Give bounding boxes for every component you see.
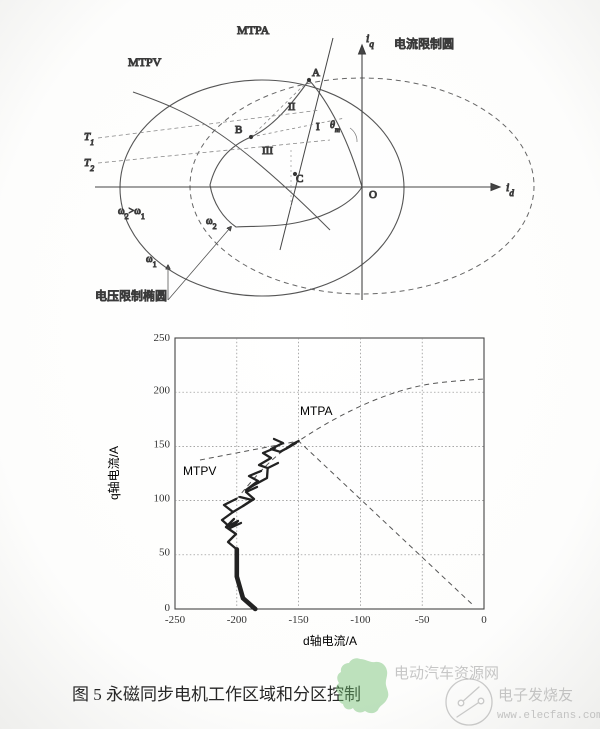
- svg-text:III: III: [262, 145, 273, 157]
- svg-text:图 5 永磁同步电机工作区域和分区控制: 图 5 永磁同步电机工作区域和分区控制: [72, 685, 361, 704]
- svg-text:-100: -100: [350, 614, 371, 626]
- svg-text:0: 0: [165, 602, 171, 614]
- svg-text:-200: -200: [227, 614, 248, 626]
- svg-text:-50: -50: [415, 614, 430, 626]
- svg-text:150: 150: [154, 439, 171, 451]
- svg-text:A: A: [312, 67, 320, 79]
- svg-text:MTPV: MTPV: [183, 464, 216, 478]
- svg-text:II: II: [288, 101, 296, 113]
- svg-text:C: C: [296, 173, 303, 185]
- svg-text:MTPA: MTPA: [300, 404, 332, 418]
- svg-text:MTPA: MTPA: [237, 23, 270, 37]
- svg-text:MTPV: MTPV: [128, 55, 162, 69]
- svg-text:d轴电流/A: d轴电流/A: [303, 633, 357, 648]
- svg-text:-150: -150: [289, 614, 310, 626]
- svg-text:50: 50: [159, 547, 171, 559]
- svg-text:250: 250: [154, 332, 171, 344]
- svg-text:电压限制椭圆: 电压限制椭圆: [95, 288, 167, 303]
- svg-text:电子发烧友: 电子发烧友: [498, 687, 573, 704]
- svg-text:I: I: [316, 121, 320, 133]
- svg-text:O: O: [369, 189, 377, 201]
- svg-text:100: 100: [154, 493, 171, 505]
- svg-text:-250: -250: [165, 614, 186, 626]
- svg-text:B: B: [235, 124, 242, 136]
- svg-text:0: 0: [481, 614, 487, 626]
- svg-text:www.elecfans.com: www.elecfans.com: [497, 710, 600, 722]
- svg-text:电动汽车资源网: 电动汽车资源网: [394, 665, 499, 682]
- svg-text:200: 200: [154, 385, 171, 397]
- svg-text:电流限制圆: 电流限制圆: [394, 37, 454, 51]
- svg-text:q轴电流/A: q轴电流/A: [106, 446, 121, 500]
